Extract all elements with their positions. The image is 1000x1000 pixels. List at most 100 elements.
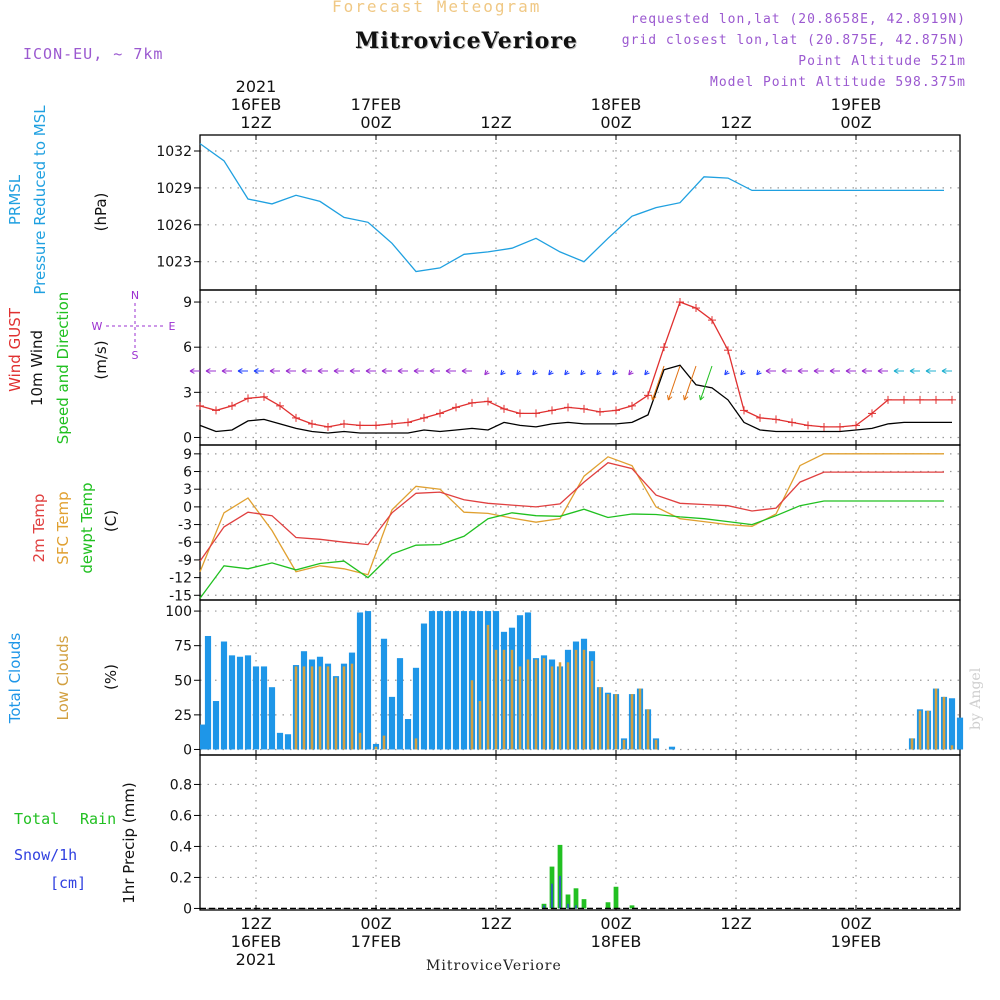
total-cloud-bar <box>380 638 388 750</box>
wind-arrow-head <box>413 368 419 372</box>
wind-arrow <box>365 368 376 374</box>
bottom-time-label: 12Z <box>720 914 751 933</box>
wind-arrow-head <box>699 395 701 401</box>
wind-arrow-head <box>797 370 803 374</box>
total-cloud-bar <box>356 612 364 750</box>
wind-arrow <box>285 368 296 374</box>
wind-arrow-shaft <box>699 365 713 401</box>
wind-arrow-head <box>756 369 759 375</box>
low-cloud-bar <box>310 666 314 750</box>
low-cloud-bar <box>910 738 914 750</box>
total-cloud-bar <box>460 611 468 750</box>
low-cloud-bar <box>470 680 474 750</box>
wind-gust-series <box>196 298 956 431</box>
low-clouds-label: Low Clouds <box>54 635 72 720</box>
panel-temperature: -15-12 -9 -6-3 0 36 9 <box>169 444 961 604</box>
wind-arrow-head <box>205 368 211 372</box>
wind-y-tick-label: 3 <box>183 385 192 401</box>
wind-gust-series-point <box>708 316 716 325</box>
wind-arrow-head <box>413 370 419 374</box>
wind-arrow-head <box>189 368 195 372</box>
total-cloud-bar <box>476 611 484 750</box>
wind-arrow-head <box>684 396 689 401</box>
snow-bar <box>567 903 569 909</box>
low-cloud-bar <box>358 732 362 750</box>
precip-total-word: Total <box>14 810 59 828</box>
bottom-time-label: 00Z <box>840 914 871 933</box>
compass-east: E <box>169 320 176 333</box>
wind-arrow-head <box>644 372 650 376</box>
temperature-y-tick-label: 3 <box>183 482 192 498</box>
wind-arrow-head <box>484 369 487 375</box>
wind-gust-series-point <box>772 415 780 424</box>
wind-arrow-head <box>237 368 243 372</box>
wind-arrow-head <box>532 369 535 375</box>
precip-y-tick-label: 0.6 <box>170 808 192 824</box>
total-cloud-bar <box>420 623 428 750</box>
temperature-y-tick-label: 0 <box>183 500 192 516</box>
top-time-label: 12Z <box>720 113 751 132</box>
wind-arrow-shaft <box>683 365 697 401</box>
total-cloud-bar <box>236 656 244 750</box>
wind-y-tick-label: 0 <box>183 430 192 446</box>
wind-arrow-head <box>877 368 883 372</box>
wind-arrow <box>461 368 472 374</box>
wind-arrow-head <box>797 368 803 372</box>
wind-arrow-head <box>612 369 615 375</box>
precip-y-tick-label: 0.2 <box>170 870 192 886</box>
wind-arrow-head <box>349 370 355 374</box>
wind-arrow <box>429 368 440 374</box>
wind-arrow <box>813 368 824 374</box>
credit-watermark: by Angel <box>968 667 984 730</box>
pressure-y-tick-label: 1023 <box>156 255 192 271</box>
compass-south: S <box>132 349 139 362</box>
pressure-label-name: Pressure Reduced to MSL <box>31 105 49 295</box>
panel-frame <box>199 754 961 911</box>
wind-gust-series-point <box>756 413 764 422</box>
low-cloud-bar <box>934 688 938 750</box>
wind-gust-series-point <box>372 421 380 430</box>
low-cloud-bar <box>374 746 378 750</box>
wind-arrow-head <box>941 368 947 372</box>
rain-bar <box>605 902 611 909</box>
precip-snow-unit: [cm] <box>50 874 86 892</box>
low-cloud-bar <box>574 649 578 750</box>
model-label: ICON-EU, ~ 7km <box>23 45 164 63</box>
wind-arrow <box>644 369 650 376</box>
wind-gust-series-point <box>276 401 284 410</box>
total-cloud-bar <box>220 641 228 750</box>
wind-arrow-head <box>925 370 931 374</box>
wind-arrow-head <box>445 368 451 372</box>
top-time-label: 00Z <box>360 113 391 132</box>
precip-unit-label: 1hr Precip (mm) <box>120 782 138 903</box>
wind-gust-series-point <box>324 422 332 431</box>
requested-coords: requested lon,lat (20.8658E, 42.8919N) <box>630 12 966 27</box>
wind-arrow-head <box>756 372 762 376</box>
low-cloud-bar <box>942 696 946 750</box>
wind-arrow-head <box>941 370 947 374</box>
temperature-y-tick-label: -3 <box>178 518 192 534</box>
top-time-label: 18FEB <box>591 95 642 114</box>
low-cloud-bar <box>502 649 506 750</box>
top-time-label: 16FEB <box>231 95 282 114</box>
wind-arrow <box>699 365 713 401</box>
clouds-y-tick-label: 50 <box>174 673 192 689</box>
wind-arrow-head <box>909 370 915 374</box>
wind-arrow-head <box>269 370 275 374</box>
total-cloud-bar <box>228 655 236 750</box>
wind-arrow-head <box>845 370 851 374</box>
wind-arrow <box>221 368 232 374</box>
low-cloud-bar <box>326 666 330 750</box>
pressure-label-prmsl: PRMSL <box>6 174 24 225</box>
snow-bar <box>559 875 561 909</box>
wind-arrow-head <box>628 369 631 375</box>
rain-bar <box>613 886 619 909</box>
total-cloud-bar <box>244 655 252 750</box>
wind-gust-series-point <box>308 419 316 428</box>
footer-location: MitroviceVeriore <box>426 958 562 974</box>
low-cloud-bar <box>542 658 546 750</box>
wind-arrow-head <box>652 396 657 401</box>
low-cloud-bar <box>606 694 610 750</box>
wind-arrow-head <box>813 368 819 372</box>
wind-arrow <box>205 368 216 374</box>
